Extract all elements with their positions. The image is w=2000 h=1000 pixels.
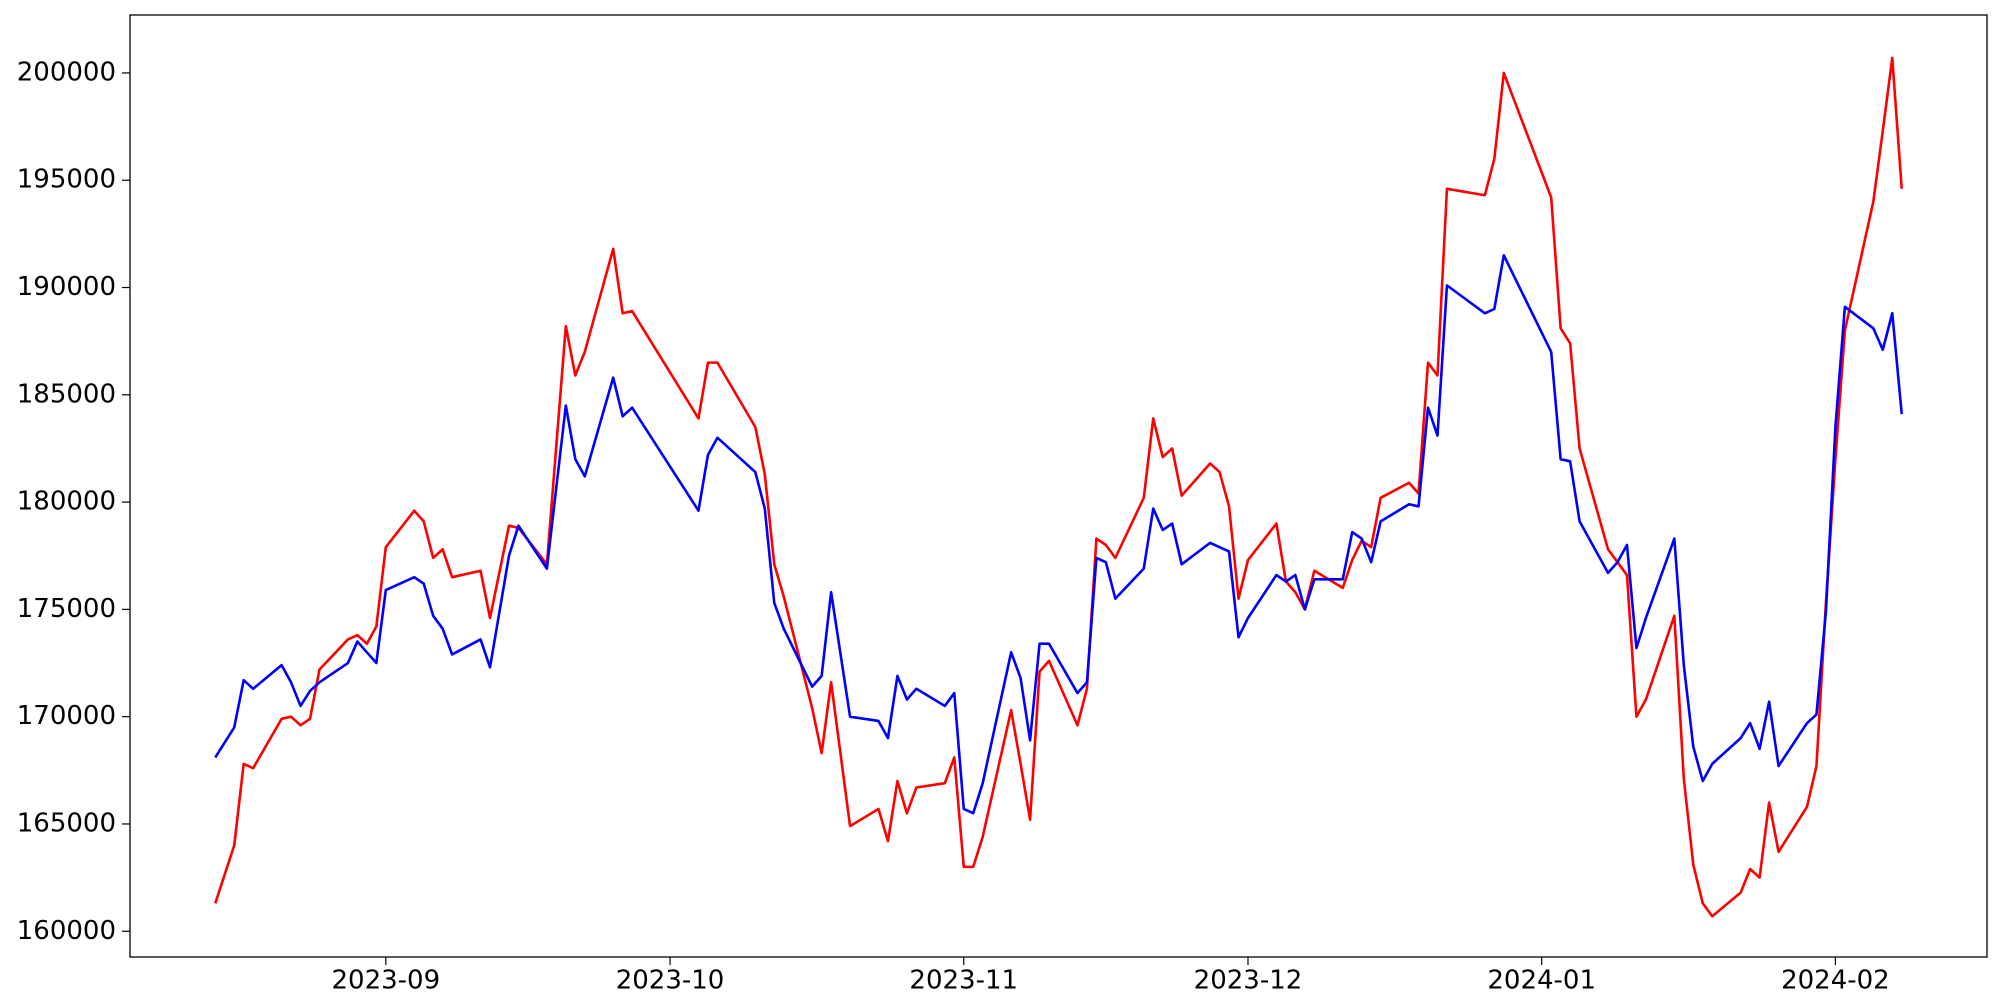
line-series	[214, 254, 1904, 815]
x-tick-label: 2023-11	[909, 966, 1018, 996]
x-tick-label: 2024-02	[1781, 966, 1890, 996]
y-tick-label: 180000	[17, 487, 116, 517]
y-tick-label: 195000	[17, 165, 116, 195]
y-tick-label: 200000	[17, 57, 116, 87]
x-tick-label: 2023-12	[1194, 966, 1303, 996]
y-tick-label: 185000	[17, 379, 116, 409]
y-tick-label: 165000	[17, 808, 116, 838]
x-tick-label: 2023-10	[616, 966, 725, 996]
y-tick-label: 170000	[17, 701, 116, 731]
y-tick-label: 190000	[17, 272, 116, 302]
x-tick-label: 2023-09	[331, 966, 440, 996]
x-tick-label: 2024-01	[1487, 966, 1596, 996]
plot-frame	[129, 14, 1988, 958]
y-tick-label: 160000	[17, 916, 116, 946]
y-tick-label: 175000	[17, 594, 116, 624]
line-series	[214, 56, 1904, 918]
